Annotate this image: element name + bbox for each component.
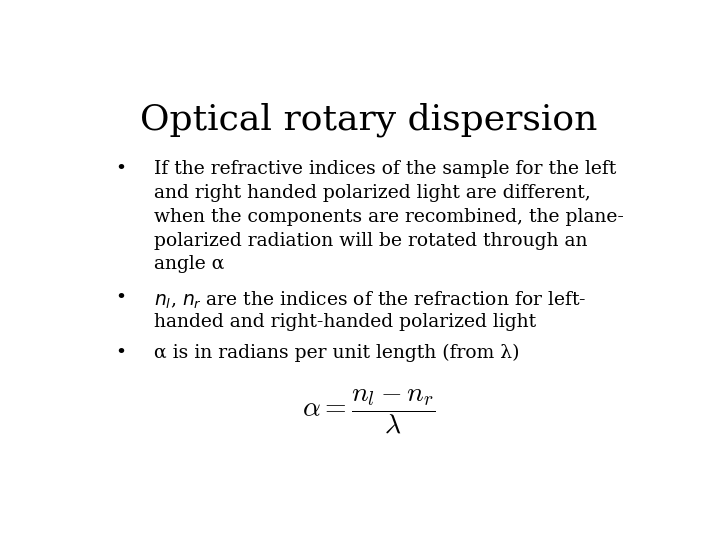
Text: and right handed polarized light are different,: and right handed polarized light are dif… [154, 184, 591, 202]
Text: when the components are recombined, the plane-: when the components are recombined, the … [154, 208, 624, 226]
Text: •: • [115, 344, 126, 362]
Text: •: • [115, 289, 126, 307]
Text: α is in radians per unit length (from λ): α is in radians per unit length (from λ) [154, 344, 520, 362]
Text: angle α: angle α [154, 255, 225, 273]
Text: If the refractive indices of the sample for the left: If the refractive indices of the sample … [154, 160, 616, 178]
Text: Optical rotary dispersion: Optical rotary dispersion [140, 102, 598, 137]
Text: handed and right-handed polarized light: handed and right-handed polarized light [154, 313, 536, 331]
Text: polarized radiation will be rotated through an: polarized radiation will be rotated thro… [154, 232, 588, 249]
Text: $n_l$, $n_r$ are the indices of the refraction for left-: $n_l$, $n_r$ are the indices of the refr… [154, 289, 587, 310]
Text: •: • [115, 160, 126, 178]
Text: $\alpha = \dfrac{n_l - n_r}{\lambda}$: $\alpha = \dfrac{n_l - n_r}{\lambda}$ [302, 388, 436, 436]
